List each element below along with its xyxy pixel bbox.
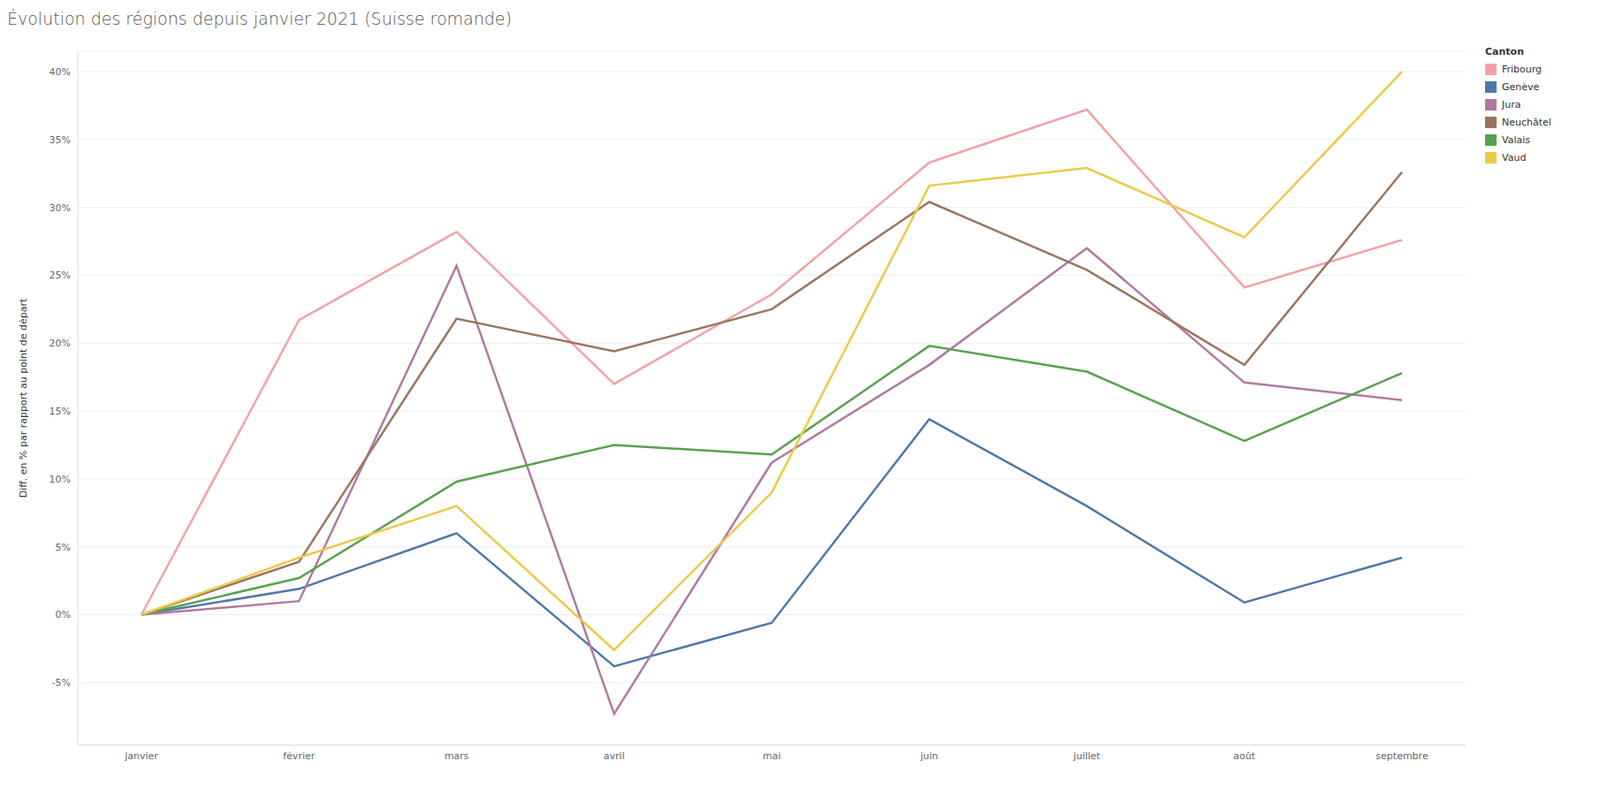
svg-text:30%: 30% [49,202,71,214]
svg-text:40%: 40% [49,66,71,78]
svg-text:-5%: -5% [52,677,71,689]
svg-text:10%: 10% [49,473,71,486]
svg-text:0%: 0% [55,609,71,621]
html-text:Fribourg: Fribourg [1501,63,1542,75]
html-text:Vaud: Vaud [1501,151,1527,164]
svg-text:5%: 5% [55,541,71,554]
svg-text:septembre: septembre [1375,750,1429,762]
html-text:Valais: Valais [1501,133,1531,146]
svg-text:15%: 15% [49,405,71,418]
svg-text:20%: 20% [49,337,71,350]
svg-text:janvier: janvier [123,750,159,762]
html-text:Genève: Genève [1501,80,1540,93]
svg-text:juillet: juillet [1072,750,1101,762]
html-text:Jura: Jura [1501,98,1521,111]
svg-text:25%: 25% [49,269,71,282]
html-text:Évolution des régions depuis j: Évolution des régions depuis janvier 202… [7,8,512,29]
html-text:Neuchâtel: Neuchâtel [1501,116,1552,128]
svg-text:mars: mars [444,750,470,762]
html-text:Canton: Canton [1485,45,1524,58]
svg-text:35%: 35% [49,134,71,146]
svg-text:Diff. en % par rapport au poin: Diff. en % par rapport au point de dépar… [17,297,30,498]
svg-text:juin: juin [919,750,938,762]
svg-text:mai: mai [762,750,782,762]
svg-text:février: février [282,750,315,762]
svg-text:août: août [1233,750,1256,762]
svg-text:avril: avril [603,750,625,762]
